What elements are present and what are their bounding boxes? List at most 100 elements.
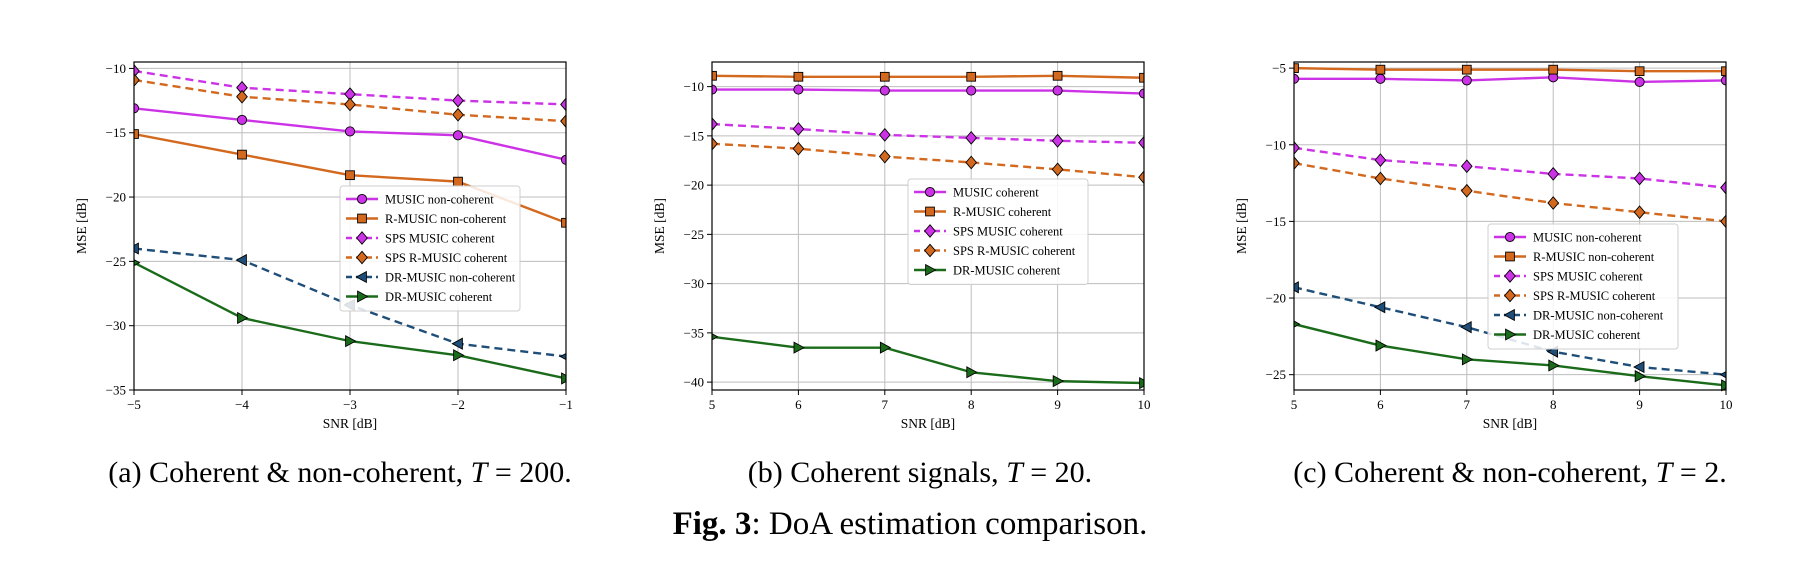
data-point [1461,353,1474,366]
legend-marker [925,263,937,277]
data-point [793,71,804,82]
data-point [344,126,356,137]
x-axis-label: SNR [dB] [323,416,377,431]
data-point [792,141,805,156]
y-tick-label: −25 [106,254,126,269]
legend-marker [1504,231,1516,243]
data-point [451,337,463,350]
series-2 [712,70,1144,83]
legend-label: DR-MUSIC non-coherent [385,270,516,284]
y-tick-label: −30 [106,318,126,333]
y-axis-label: MSE [dB] [1234,198,1249,254]
data-point [712,117,718,131]
legend-marker [356,231,368,245]
data-point [1720,180,1726,195]
series-1 [712,84,1144,99]
series-line [1294,76,1726,84]
x-tick-label: −5 [127,397,141,412]
legend-label: DR-MUSIC coherent [385,290,493,304]
legend-label: R-MUSIC coherent [953,205,1052,219]
chart-c: 5 6 7 8 9 10 −25 −20 −15 −10 −5 SNR [dB] MSE [dB] MUS… [1234,61,1733,431]
legend-label: DR-MUSIC non-coherent [1533,308,1664,322]
subcaption-c-prefix: (c) Coherent & non-coherent, [1293,456,1656,489]
legend-box [339,185,521,312]
data-point [1052,374,1065,388]
data-point [878,127,891,142]
data-point [792,122,805,136]
data-point [1548,64,1559,75]
legend-marker [356,193,368,205]
data-point [1634,370,1647,383]
series-4 [134,73,566,129]
data-point [1138,170,1144,185]
series-6 [1294,320,1726,392]
legend-label: SPS MUSIC coherent [1533,269,1643,283]
data-point [560,97,566,112]
data-point [1294,63,1299,73]
legend-label: MUSIC non-coherent [1533,230,1642,244]
x-tick-label: 7 [882,397,889,412]
data-point [966,71,977,82]
legend: MUSIC coherent R-MUSIC coherent SPS MUSIC … [907,178,1089,285]
data-point [452,130,464,141]
x-tick-label: −1 [559,397,573,412]
chart-b: 5 6 7 8 9 10 −40 −35 −30 −25 −20 −15 −10 SNR [dB] MSE … [652,61,1151,431]
legend-marker [1505,328,1517,341]
legend-box [1487,223,1679,350]
series-3 [134,64,566,112]
y-tick-label: −20 [684,178,704,193]
series-2 [1294,63,1726,77]
x-tick-label: −3 [343,397,357,412]
data-point [560,114,566,129]
data-point [1460,321,1472,334]
subcaption-a-prefix: (a) Coherent & non-coherent, [108,456,471,489]
data-point [237,311,249,325]
legend-marker [356,250,368,265]
data-point [879,341,892,354]
y-tick-label: −10 [684,79,704,94]
data-point [1138,88,1144,99]
legend-marker [924,224,936,238]
data-point [878,149,891,164]
subcaption-b-prefix: (b) Coherent signals, [747,456,1007,489]
subcaption-b: (b) Coherent signals, T = 20. [620,456,1220,490]
legend-label: R-MUSIC non-coherent [385,212,507,226]
subcaption-a: (a) Coherent & non-coherent, T = 200. [40,456,640,490]
y-tick-label: −20 [106,190,126,205]
series-line [134,78,566,123]
y-tick-label: −15 [1266,214,1286,229]
data-point [879,85,890,96]
data-point [793,84,804,95]
legend-marker [1503,308,1515,322]
figure-caption-text: : DoA estimation comparison. [751,506,1148,542]
data-point [1634,76,1645,87]
series-line [712,74,1144,79]
data-point [1633,171,1646,186]
data-point [965,155,978,170]
x-tick-label: 9 [1054,397,1061,412]
chart-a: −5 −4 −3 −2 −1 −35 −30 −25 −20 −15 −10 SNR [dB] MSE … [74,61,573,431]
legend-label: R-MUSIC non-coherent [1533,250,1655,264]
series-line [1294,66,1726,73]
legend-label: SPS MUSIC coherent [953,224,1063,238]
data-point [1052,70,1063,81]
y-tick-label: −25 [684,227,704,242]
data-point [453,176,463,187]
data-point [966,85,977,96]
x-tick-label: 6 [795,397,802,412]
data-point [1460,183,1473,198]
figure-caption-label: Fig. 3 [672,506,752,542]
y-axis-label: MSE [dB] [652,198,667,254]
x-tick-label: 8 [968,397,975,412]
x-axis-label: SNR [dB] [1483,416,1537,431]
data-point [1375,64,1386,75]
subcaption-c-var: T [1655,456,1673,489]
data-point [1548,359,1560,372]
y-tick-label: −10 [1266,137,1286,152]
data-point [1461,75,1472,86]
data-point [1294,140,1300,155]
data-point [1720,214,1726,229]
legend-marker [1504,269,1516,283]
data-point [1461,64,1472,75]
